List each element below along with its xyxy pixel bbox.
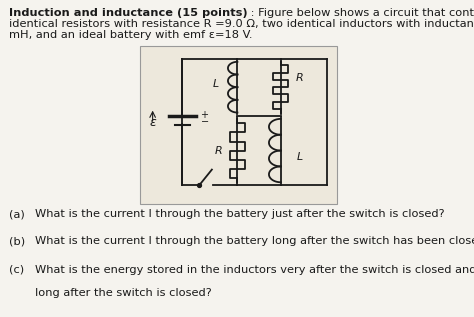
Text: (a): (a)	[9, 209, 24, 219]
Text: (b): (b)	[9, 236, 25, 246]
Text: +: +	[201, 110, 209, 120]
Text: mH, and an ideal battery with emf ε=18 V.: mH, and an ideal battery with emf ε=18 V…	[9, 30, 252, 40]
Text: What is the energy stored in the inductors very after the switch is closed and t: What is the energy stored in the inducto…	[35, 265, 474, 275]
Text: What is the current I through the battery just after the switch is closed?: What is the current I through the batter…	[35, 209, 444, 219]
Text: L: L	[297, 152, 303, 162]
Text: R: R	[215, 146, 222, 156]
Text: R: R	[296, 73, 304, 83]
Text: : Figure below shows a circuit that contains three: : Figure below shows a circuit that cont…	[247, 8, 474, 18]
Text: long after the switch is closed?: long after the switch is closed?	[35, 288, 211, 299]
Text: What is the current I through the battery long after the switch has been closed?: What is the current I through the batter…	[35, 236, 474, 246]
Text: L: L	[213, 79, 219, 89]
Text: identical resistors with resistance R =9.0 Ω, two identical inductors with induc: identical resistors with resistance R =9…	[9, 19, 474, 29]
Text: (c): (c)	[9, 265, 24, 275]
Text: −: −	[201, 117, 209, 127]
FancyBboxPatch shape	[140, 46, 337, 204]
Text: Induction and inductance (15 points): Induction and inductance (15 points)	[9, 8, 247, 18]
Text: ε: ε	[149, 115, 156, 129]
